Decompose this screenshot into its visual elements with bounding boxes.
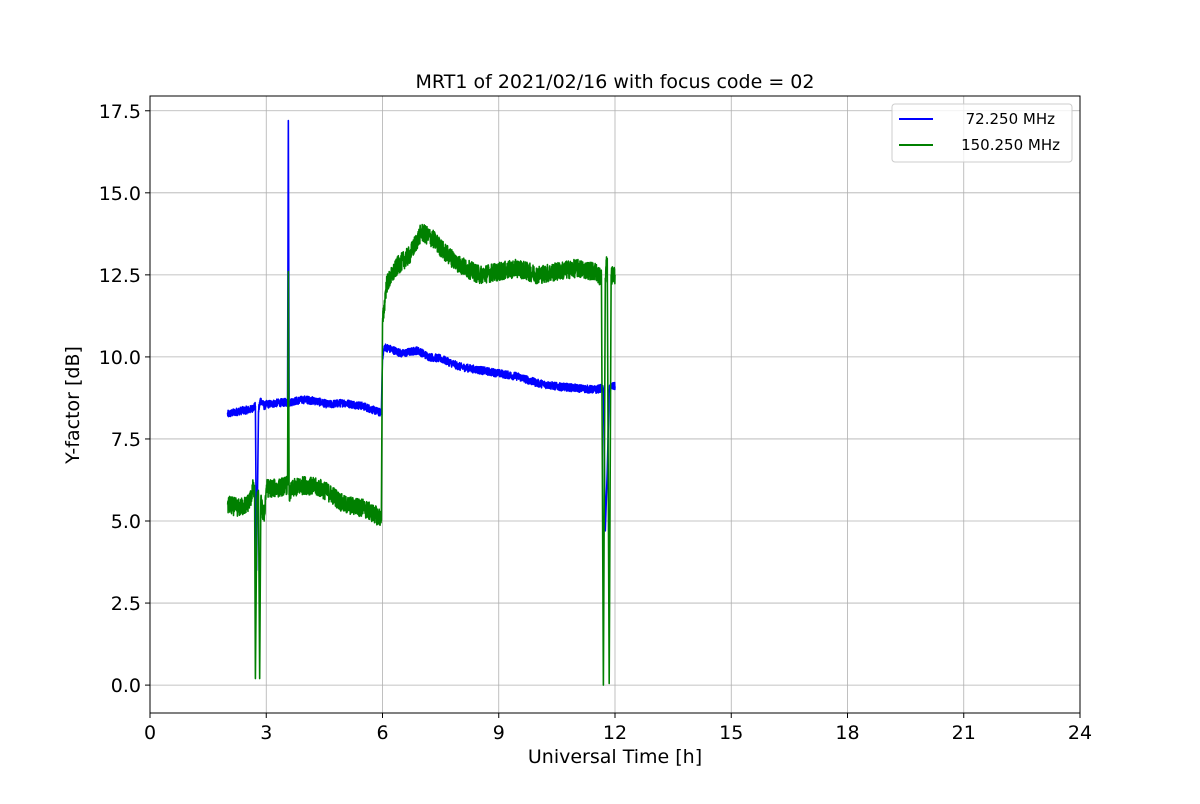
y-tick-label: 7.5 (111, 429, 141, 451)
ticks: 0 3 6 9 12 15 18 21 24 0.0 2.5 5.0 7.5 10.0 12.5 15.0 17… (99, 101, 1092, 744)
plot-series (226, 119, 616, 686)
y-axis-label: Y-factor [dB] (62, 346, 84, 465)
y-tick-label: 15.0 (99, 183, 141, 205)
x-tick-label: 6 (376, 722, 388, 744)
x-tick-label: 0 (144, 722, 156, 744)
legend: 72.250 MHz 150.250 MHz (891, 103, 1073, 163)
x-tick-label: 12 (603, 722, 627, 744)
x-tick-label: 18 (835, 722, 859, 744)
y-tick-label: 17.5 (99, 101, 141, 123)
series-line-150mhz (226, 223, 616, 686)
legend-label-150mhz: 150.250 MHz (961, 136, 1060, 154)
y-tick-label: 0.0 (111, 675, 141, 697)
x-axis-label: Universal Time [h] (528, 746, 702, 768)
y-tick-label: 2.5 (111, 593, 141, 615)
y-tick-label: 5.0 (111, 511, 141, 533)
chart-title: MRT1 of 2021/02/16 with focus code = 02 (416, 71, 815, 93)
x-tick-label: 24 (1068, 722, 1092, 744)
y-tick-label: 12.5 (99, 265, 141, 287)
series-line-72mhz (226, 119, 616, 572)
legend-label-72mhz: 72.250 MHz (966, 110, 1055, 128)
y-tick-label: 10.0 (99, 347, 141, 369)
x-tick-label: 21 (952, 722, 976, 744)
x-tick-label: 3 (260, 722, 272, 744)
legend-box (891, 103, 1073, 163)
x-tick-label: 9 (493, 722, 505, 744)
x-tick-label: 15 (719, 722, 743, 744)
